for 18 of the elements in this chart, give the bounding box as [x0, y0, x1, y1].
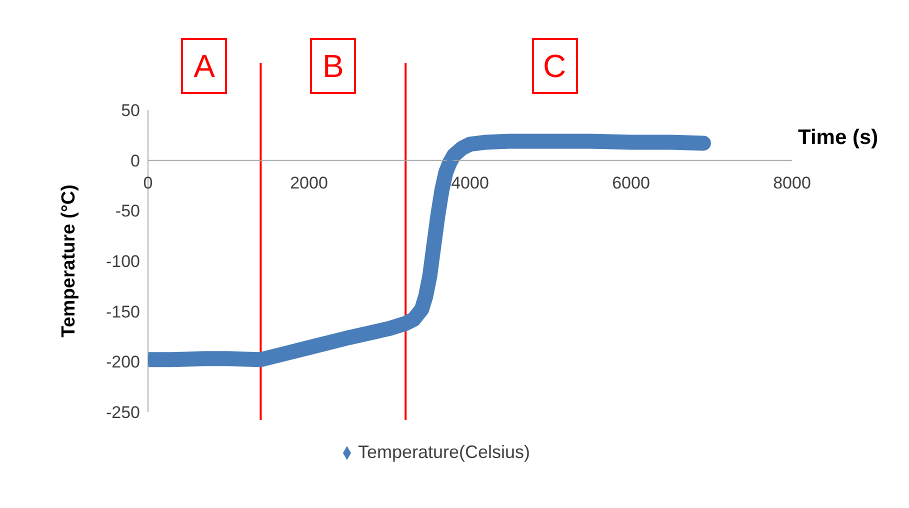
text: B [310, 38, 356, 94]
y-tick-label: -50 [115, 202, 140, 221]
y-tick-label: -100 [106, 252, 140, 272]
x-tick-label: 2000 [290, 173, 328, 192]
x-tick-label: 4000 [451, 173, 489, 192]
y-tick-label: 0 [130, 151, 140, 170]
x-tick-label: 6000 [612, 173, 650, 192]
legend-label: Temperature(Celsius) [358, 442, 530, 462]
y-tick-label: -200 [106, 352, 140, 372]
x-axis-title: Time (s) [798, 126, 878, 150]
y-tick-label: -150 [106, 302, 140, 322]
y-tick-label: -250 [106, 403, 140, 422]
x-tick-label: 8000 [773, 173, 811, 192]
y-axis-title: Temperature (°C) [58, 184, 80, 338]
text: A [181, 38, 228, 94]
text: C [532, 38, 578, 94]
x-tick-label: 0 [143, 173, 153, 192]
y-tick-label: 50 [121, 101, 140, 120]
